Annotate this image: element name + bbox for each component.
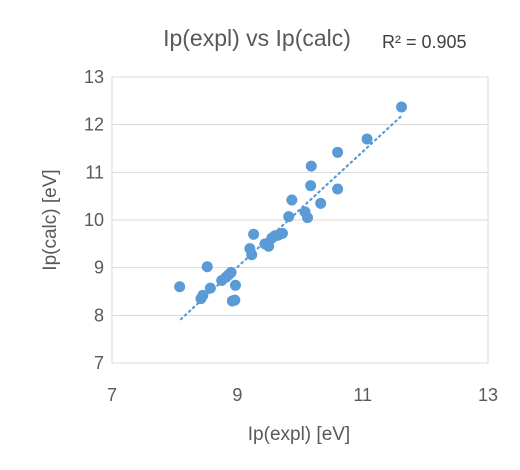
data-point bbox=[305, 160, 317, 172]
y-tick-label: 8 bbox=[94, 305, 104, 325]
data-point bbox=[361, 133, 373, 145]
x-tick-label: 11 bbox=[353, 385, 372, 405]
data-point bbox=[197, 289, 209, 301]
y-tick-label: 7 bbox=[94, 353, 104, 373]
data-point bbox=[174, 281, 186, 293]
y-tick-label: 9 bbox=[94, 258, 104, 278]
y-tick-label: 12 bbox=[84, 115, 104, 135]
data-point bbox=[229, 294, 241, 306]
data-point bbox=[204, 282, 216, 294]
y-tick-label: 11 bbox=[85, 162, 104, 182]
data-point bbox=[201, 261, 213, 273]
data-point bbox=[332, 146, 344, 158]
y-axis-label: Ip(calc) [eV] bbox=[40, 169, 61, 270]
x-tick-label: 13 bbox=[478, 385, 498, 405]
x-axis-ticks: 7 9 11 13 bbox=[107, 385, 498, 405]
chart-title: Ip(expl) vs Ip(calc) bbox=[163, 25, 351, 51]
x-axis-label: Ip(expl) [eV] bbox=[248, 424, 350, 445]
data-point bbox=[305, 180, 317, 192]
trendline-line bbox=[179, 113, 405, 321]
data-point bbox=[225, 266, 237, 278]
y-tick-label: 10 bbox=[84, 210, 104, 230]
data-point bbox=[302, 212, 314, 224]
r-squared-annotation: R² = 0.905 bbox=[382, 32, 467, 52]
y-axis-ticks: 7 8 9 10 11 12 13 bbox=[84, 67, 104, 373]
data-point bbox=[396, 101, 408, 113]
x-tick-label: 7 bbox=[107, 385, 117, 405]
data-point bbox=[315, 197, 327, 209]
data-points bbox=[174, 101, 408, 307]
y-tick-label: 13 bbox=[84, 67, 104, 87]
data-point bbox=[229, 279, 241, 291]
trendline bbox=[179, 113, 405, 321]
data-point bbox=[286, 194, 298, 206]
data-point bbox=[248, 228, 260, 240]
gridlines bbox=[112, 76, 488, 364]
x-tick-label: 9 bbox=[232, 385, 242, 405]
data-point bbox=[332, 183, 344, 195]
plot-area bbox=[111, 77, 489, 363]
data-point bbox=[276, 227, 288, 239]
data-point bbox=[246, 249, 258, 261]
data-point bbox=[283, 211, 295, 223]
